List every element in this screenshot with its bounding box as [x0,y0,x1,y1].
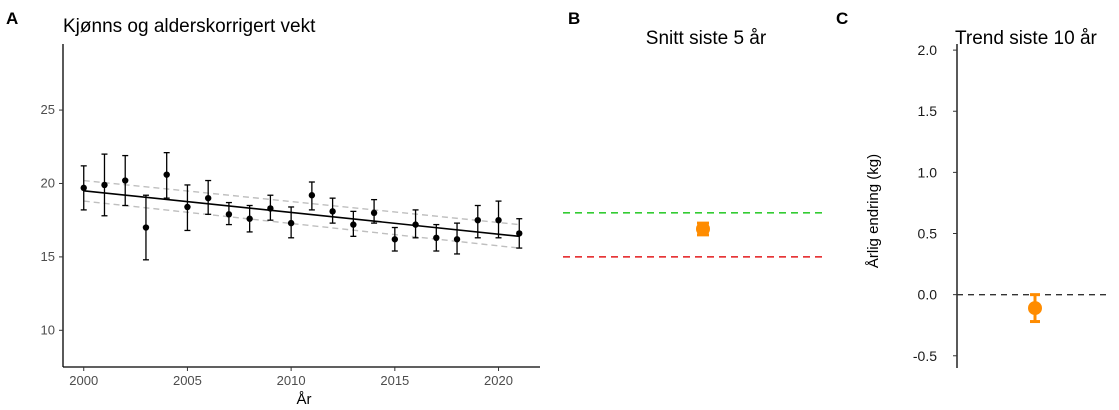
a-data-point [495,216,502,224]
c-y-tick-label: 2.0 [918,42,938,58]
a-x-tick-label: 2015 [380,373,409,388]
a-x-tick-label: 2005 [173,373,202,388]
a-data-point [433,234,440,241]
c-y-ticks: -0.5 0.0 0.5 1.0 1.5 2.0 [913,42,957,364]
a-data-point [516,230,523,237]
a-data-point [163,171,170,178]
c-y-tick-label: -0.5 [913,348,937,364]
a-points [80,171,523,243]
a-data-point [370,209,378,217]
a-y-ticks: 10 15 20 25 [41,102,63,337]
panel-a: A Kjønns og alderskorrigert vekt 1015202… [6,9,540,408]
a-y-tick-label: 20 [41,175,55,190]
a-x-ticks: 2000 2005 2010 2015 2020 [69,367,513,388]
a-y-tick-label: 25 [41,102,55,117]
a-data-point [308,192,316,199]
a-confidence-band [83,179,520,249]
panel-c-title: Trend siste 10 år [955,28,1098,49]
panel-b-title: Snitt siste 5 år [646,28,767,49]
b-estimate-point [696,221,710,236]
a-data-point [267,205,274,212]
b-estimate [696,221,710,237]
a-y-tick-label: 10 [41,322,55,337]
a-data-point [101,181,108,189]
a-y-tick-label: 15 [41,249,55,264]
panel-b: B Snitt siste 5 år [563,9,823,258]
panel-c: C Trend siste 10 år Årlig endring (kg) -… [836,9,1108,368]
a-fit-line [83,190,520,238]
a-data-point [329,208,336,215]
a-data-point [391,236,399,243]
a-data-point [225,211,233,218]
c-estimate [1028,293,1042,324]
a-fit-segment [83,190,520,238]
panel-b-letter: B [568,9,580,28]
a-band-upper [83,179,520,226]
a-data-point [453,236,461,243]
c-y-tick-label: 1.0 [918,164,938,180]
a-data-point [474,216,481,224]
c-y-tick-label: 1.5 [918,103,938,119]
a-x-axis-title: År [297,391,312,408]
a-data-point [142,224,150,231]
a-data-point [350,221,357,228]
c-y-tick-label: 0.0 [918,287,938,303]
b-reference-lines [563,212,823,258]
panel-a-letter: A [6,9,18,28]
c-y-axis-title: Årlig endring (kg) [865,154,882,268]
c-y-tick-label: 0.5 [918,226,938,242]
a-error-bars [80,151,523,261]
a-data-point [246,215,253,222]
a-x-tick-label: 2010 [277,373,306,388]
a-band-lower [83,200,520,249]
panel-a-title: Kjønns og alderskorrigert vekt [63,16,316,37]
a-data-point [412,221,419,228]
a-data-point [204,194,212,202]
a-data-point [80,184,87,192]
panel-c-letter: C [836,9,848,28]
a-data-point [287,219,295,227]
a-data-point [184,203,191,211]
c-estimate-point [1028,301,1042,316]
a-x-tick-label: 2000 [69,373,98,388]
a-x-tick-label: 2020 [484,373,513,388]
a-data-point [122,177,129,184]
